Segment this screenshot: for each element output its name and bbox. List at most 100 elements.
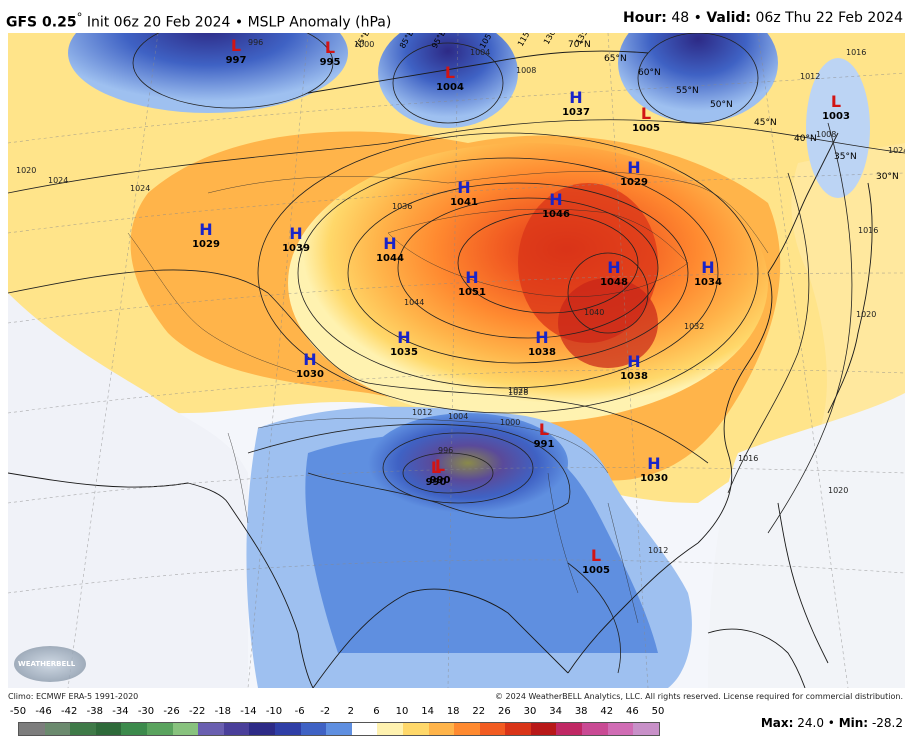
cool-anomaly-northwest	[68, 33, 348, 113]
center-letter: H	[549, 190, 562, 209]
legend-swatch	[274, 723, 301, 735]
country-borders	[127, 171, 769, 624]
isobar-label: 1020	[828, 486, 848, 495]
legend-swatch	[172, 723, 199, 735]
legend-tick: 38	[574, 706, 588, 717]
center-value: 1041	[450, 197, 478, 208]
legend-swatch	[428, 723, 455, 735]
isobar-label: 1000	[354, 40, 374, 49]
center-letter: L	[539, 420, 549, 439]
isobar-13	[767, 122, 853, 534]
legend-swatch	[402, 723, 429, 735]
map-panel: 996 1000 1004 1008 1012 1016 1020 1024 1028 1036 1…	[8, 33, 905, 688]
separator-3: •	[827, 716, 835, 730]
center-value: 1046	[542, 209, 570, 220]
legend-swatch	[146, 723, 173, 735]
isobar-label: 1012	[412, 408, 432, 417]
center-letter: H	[647, 454, 660, 473]
border-thailand-laos	[607, 502, 639, 624]
isobar-1	[257, 132, 759, 414]
isobar-label: 1016	[858, 226, 878, 235]
latitude-label: 45°N	[754, 118, 777, 128]
anomaly-map: 996 1000 1004 1008 1012 1016 1020 1024 1028 1036 1…	[8, 33, 905, 688]
coastline-arabian-sea	[8, 472, 229, 504]
legend-tick: 6	[373, 706, 380, 717]
center-letter: H	[199, 220, 212, 239]
degree-symbol: °	[76, 10, 83, 24]
legend-swatch	[19, 723, 45, 735]
legend-tick: 2	[347, 706, 354, 717]
center-letter: H	[627, 352, 640, 371]
legend-swatch	[351, 723, 378, 735]
graticule-lat-4	[8, 272, 905, 324]
coastline-southeast-asia	[567, 542, 699, 674]
isobar-9	[247, 423, 571, 519]
coastline-borneo	[707, 628, 806, 688]
border-mongolia	[387, 208, 689, 297]
border-himalaya	[257, 417, 609, 474]
center-value: 990	[430, 475, 451, 486]
legend-ticks: -50 -46 -42 -38 -34 -30 -26 -22 -18 -14 -10 -6 -2 2 6 1…	[10, 706, 665, 720]
min-label: Min:	[838, 716, 869, 730]
legend-swatch	[607, 723, 634, 735]
latitude-label: 35°N	[834, 152, 857, 162]
isobar-label: 1028	[508, 386, 528, 395]
neutral-ocean-east	[708, 393, 905, 688]
isobar-12	[727, 172, 810, 494]
legend-swatch	[582, 723, 608, 735]
center-value: 997	[226, 55, 247, 66]
legend-tick: 18	[446, 706, 460, 717]
coastline-philippines	[777, 502, 829, 664]
separator-2: •	[693, 10, 702, 26]
color-legend: -50 -46 -42 -38 -34 -30 -26 -22 -18 -14 -10 -6 -2 2 6 1…	[10, 706, 665, 746]
isobar-label: 996	[438, 446, 453, 455]
coastlines	[8, 50, 873, 688]
isobar-label: 1012	[648, 546, 668, 555]
border-china-north	[207, 171, 769, 254]
latitude-label: 55°N	[676, 86, 699, 96]
isobar-label: 1024	[130, 184, 150, 193]
legend-tick: -10	[265, 706, 283, 717]
isobar-3	[347, 182, 689, 364]
isobar-label: 1036	[392, 202, 412, 211]
graticule-lat-2	[8, 467, 905, 504]
isobar-label: 1044	[404, 298, 424, 307]
coastline-bay-of-bengal	[312, 588, 569, 688]
max-value: 24.0	[797, 716, 824, 730]
center-letter: H	[569, 88, 582, 107]
valid-time-block: Hour: 48 • Valid: 06z Thu 22 Feb 2024	[623, 10, 903, 26]
valid-label: Valid:	[706, 10, 752, 26]
legend-swatch	[249, 723, 275, 735]
center-letter: L	[641, 104, 651, 123]
legend-tick: -26	[163, 706, 180, 717]
center-letter: L	[831, 92, 841, 111]
legend-tick: 14	[421, 706, 434, 717]
isobar-2	[297, 157, 719, 389]
latitude-label: 40°N	[794, 134, 817, 144]
isobar-label: 1020	[856, 310, 876, 319]
center-value: 1039	[282, 243, 310, 254]
center-letter: H	[535, 328, 548, 347]
graticule-lat-1	[8, 559, 905, 594]
center-value: 1029	[192, 239, 220, 250]
isobar-14	[132, 33, 334, 109]
isobar-label: 1016	[738, 454, 758, 463]
legend-swatch	[198, 723, 224, 735]
legend-swatch	[556, 723, 583, 735]
center-letter: H	[457, 178, 470, 197]
map-title: GFS 0.25° Init 06z 20 Feb 2024 • MSLP An…	[6, 10, 391, 31]
isobar-6	[567, 252, 649, 334]
center-letter: L	[431, 458, 441, 477]
border-india-pakistan	[227, 432, 249, 524]
legend-swatch	[377, 723, 403, 735]
